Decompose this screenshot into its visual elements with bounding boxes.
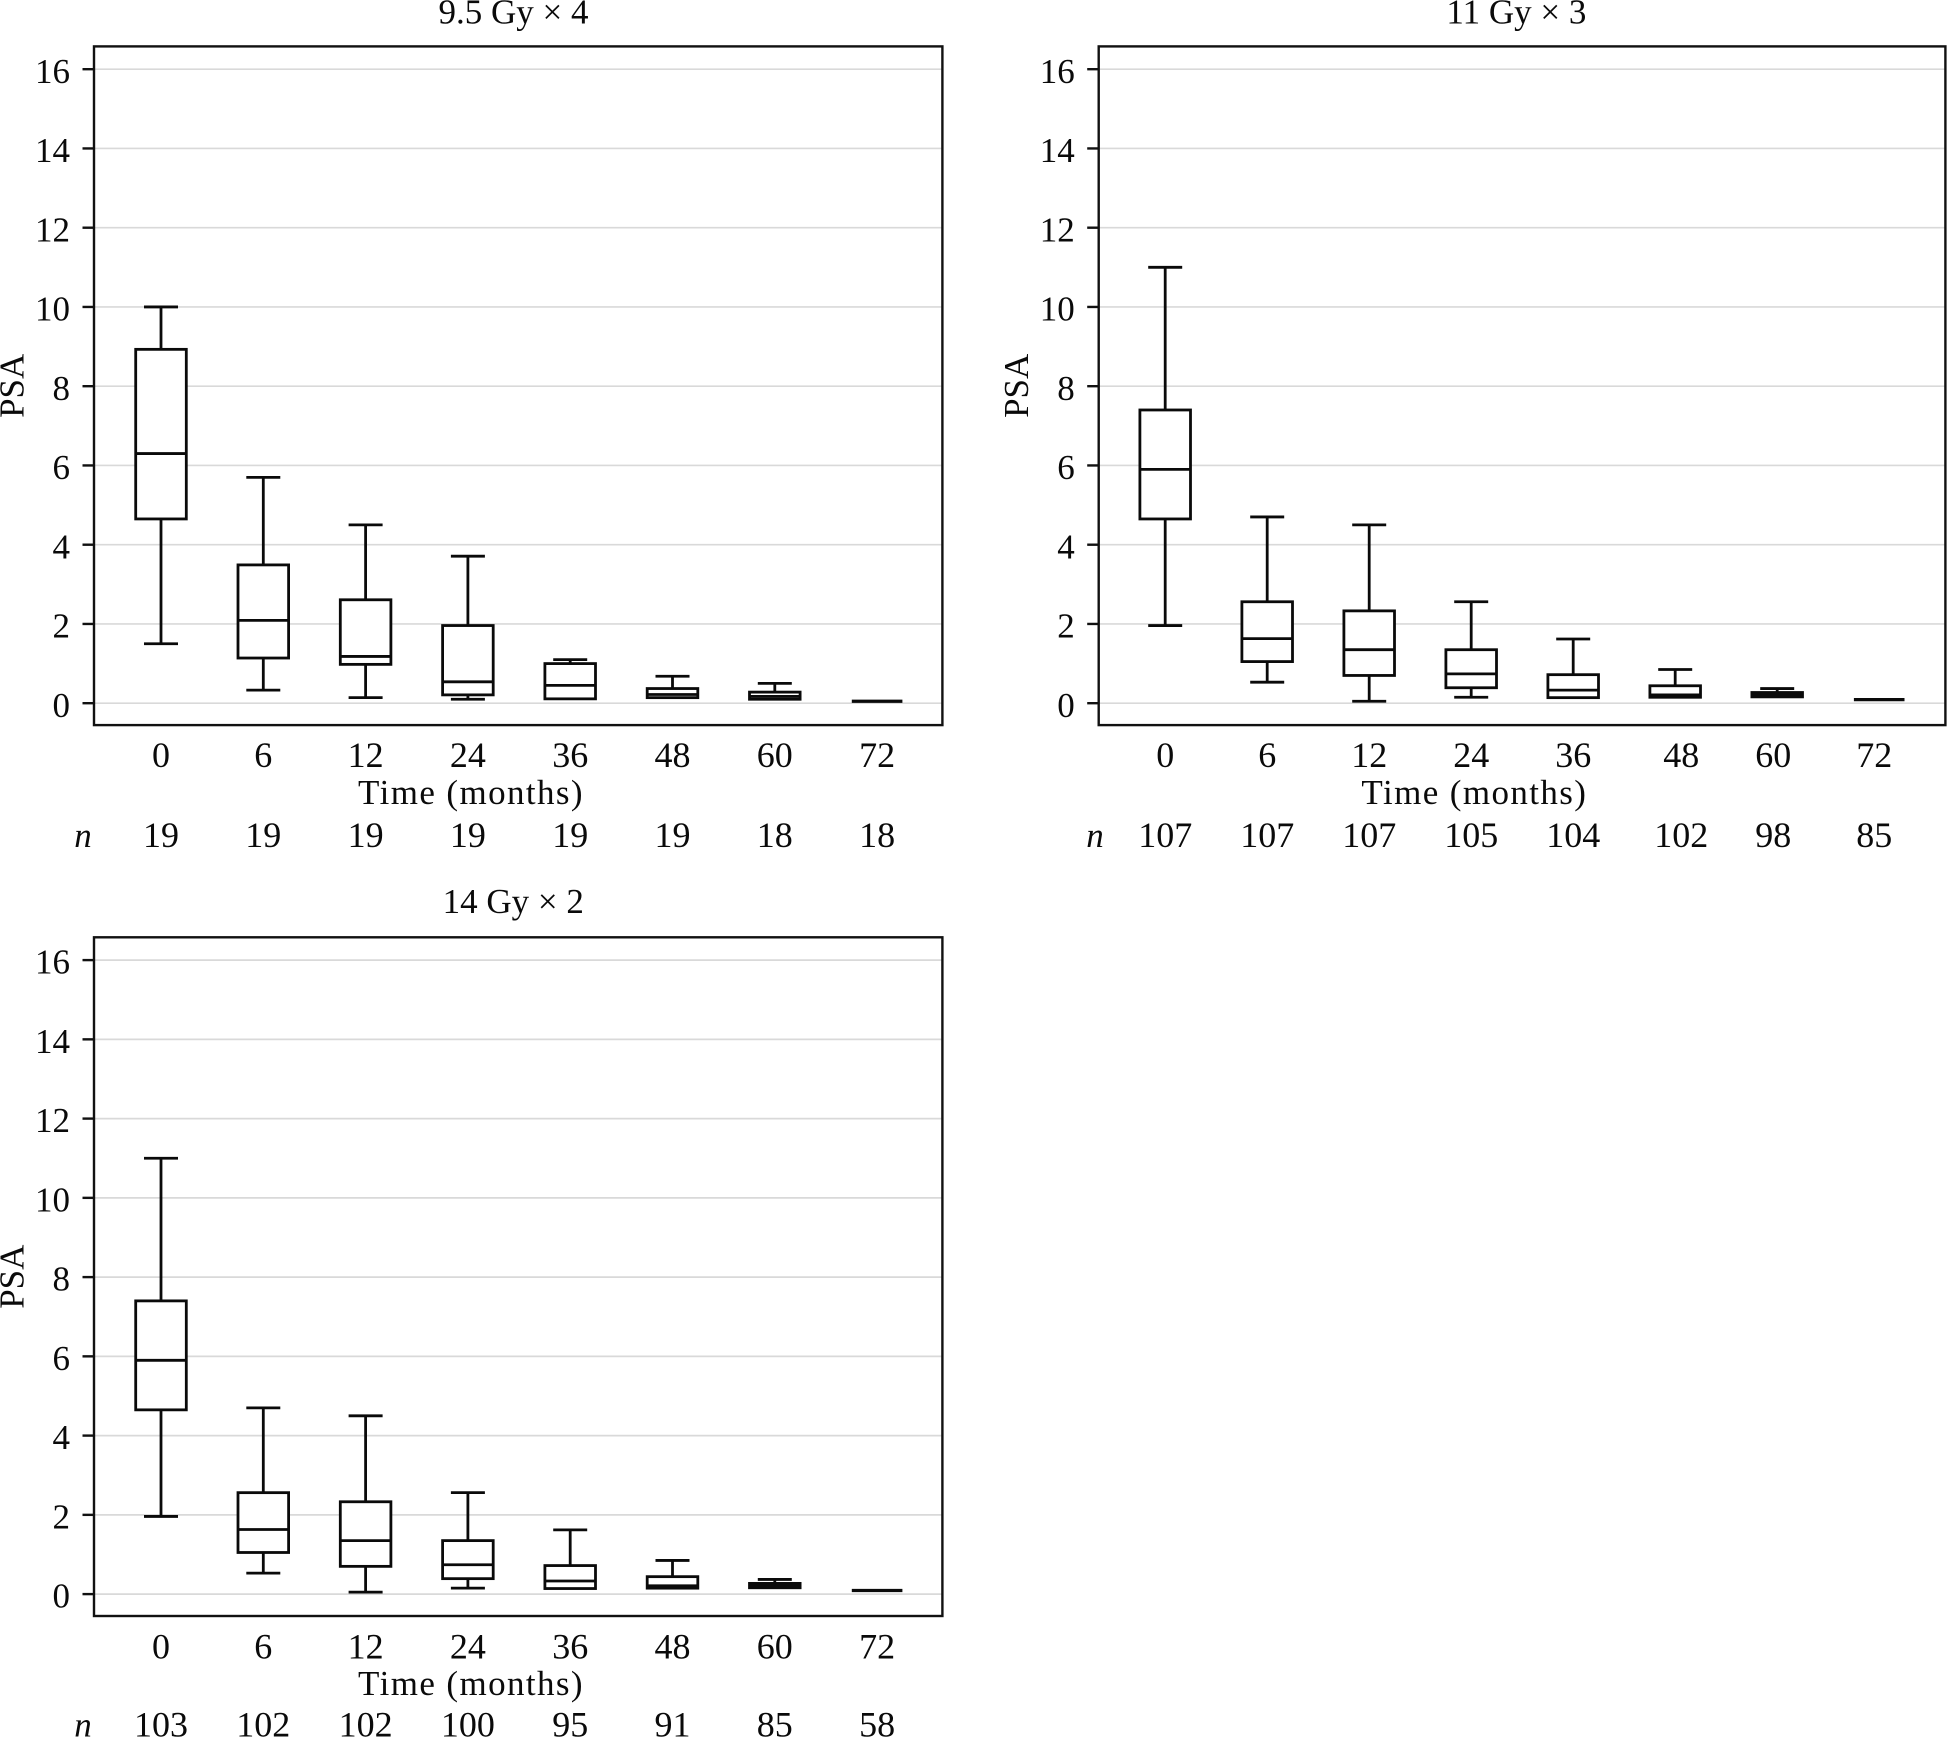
svg-text:n: n	[74, 1706, 92, 1737]
svg-text:10: 10	[35, 290, 70, 329]
svg-text:4: 4	[1057, 527, 1075, 566]
svg-text:12: 12	[1040, 210, 1075, 249]
svg-text:107: 107	[1342, 815, 1396, 855]
svg-text:85: 85	[757, 1705, 793, 1737]
svg-text:48: 48	[1663, 735, 1699, 775]
svg-text:102: 102	[339, 1705, 393, 1737]
svg-text:8: 8	[53, 369, 71, 408]
svg-text:24: 24	[450, 1626, 486, 1666]
svg-text:12: 12	[35, 210, 70, 249]
svg-text:100: 100	[441, 1705, 495, 1737]
svg-text:16: 16	[35, 52, 70, 91]
svg-text:19: 19	[552, 815, 588, 855]
svg-text:36: 36	[1555, 735, 1591, 775]
svg-text:0: 0	[53, 686, 71, 725]
svg-text:PSA: PSA	[997, 353, 1036, 418]
svg-text:8: 8	[1057, 369, 1075, 408]
svg-text:58: 58	[859, 1705, 895, 1737]
svg-text:18: 18	[757, 815, 793, 855]
svg-text:60: 60	[757, 1626, 793, 1666]
svg-text:98: 98	[1755, 815, 1791, 855]
svg-text:Time (months): Time (months)	[358, 773, 584, 812]
svg-text:10: 10	[35, 1180, 70, 1219]
svg-text:102: 102	[236, 1705, 290, 1737]
svg-text:12: 12	[348, 735, 384, 775]
svg-text:14: 14	[1040, 131, 1075, 170]
svg-text:Time (months): Time (months)	[1361, 773, 1587, 812]
svg-text:4: 4	[53, 527, 71, 566]
svg-text:60: 60	[757, 735, 793, 775]
svg-text:12: 12	[348, 1626, 384, 1666]
svg-text:103: 103	[134, 1705, 188, 1737]
svg-text:19: 19	[143, 815, 179, 855]
svg-text:0: 0	[1057, 686, 1075, 725]
svg-text:0: 0	[152, 735, 170, 775]
svg-text:107: 107	[1138, 815, 1192, 855]
svg-text:n: n	[1086, 816, 1104, 855]
svg-text:19: 19	[655, 815, 691, 855]
svg-text:0: 0	[152, 1626, 170, 1666]
svg-text:18: 18	[859, 815, 895, 855]
svg-text:6: 6	[1057, 448, 1075, 487]
svg-text:12: 12	[35, 1101, 70, 1140]
svg-text:14: 14	[35, 131, 70, 170]
svg-text:14 Gy × 2: 14 Gy × 2	[443, 882, 584, 921]
svg-text:10: 10	[1040, 290, 1075, 329]
svg-text:6: 6	[254, 1626, 272, 1666]
svg-text:19: 19	[245, 815, 281, 855]
svg-text:2: 2	[1057, 607, 1075, 646]
svg-text:6: 6	[254, 735, 272, 775]
svg-text:85: 85	[1856, 815, 1892, 855]
svg-text:107: 107	[1240, 815, 1294, 855]
svg-text:Time (months): Time (months)	[358, 1664, 584, 1703]
svg-text:72: 72	[859, 1626, 895, 1666]
svg-text:16: 16	[35, 943, 70, 982]
svg-text:19: 19	[450, 815, 486, 855]
svg-text:14: 14	[35, 1022, 70, 1061]
svg-text:60: 60	[1755, 735, 1791, 775]
svg-text:11 Gy × 3: 11 Gy × 3	[1446, 0, 1586, 32]
svg-text:72: 72	[1856, 735, 1892, 775]
svg-text:104: 104	[1546, 815, 1600, 855]
svg-text:95: 95	[552, 1705, 588, 1737]
svg-text:24: 24	[1453, 735, 1489, 775]
svg-text:PSA: PSA	[0, 1244, 31, 1309]
svg-text:0: 0	[53, 1577, 71, 1616]
svg-text:72: 72	[859, 735, 895, 775]
svg-text:2: 2	[53, 1497, 71, 1536]
svg-text:12: 12	[1351, 735, 1387, 775]
svg-text:48: 48	[655, 735, 691, 775]
svg-text:9.5 Gy × 4: 9.5 Gy × 4	[438, 0, 588, 32]
svg-text:36: 36	[552, 735, 588, 775]
svg-text:6: 6	[53, 448, 71, 487]
svg-text:36: 36	[552, 1626, 588, 1666]
svg-text:48: 48	[655, 1626, 691, 1666]
svg-text:24: 24	[450, 735, 486, 775]
svg-text:16: 16	[1040, 52, 1075, 91]
svg-text:0: 0	[1156, 735, 1174, 775]
svg-text:6: 6	[53, 1339, 71, 1378]
svg-text:8: 8	[53, 1260, 71, 1299]
svg-text:19: 19	[348, 815, 384, 855]
svg-text:4: 4	[53, 1418, 71, 1457]
svg-text:102: 102	[1654, 815, 1708, 855]
svg-text:6: 6	[1258, 735, 1276, 775]
svg-text:91: 91	[655, 1705, 691, 1737]
svg-text:PSA: PSA	[0, 353, 31, 418]
svg-text:2: 2	[53, 607, 71, 646]
svg-text:105: 105	[1444, 815, 1498, 855]
svg-text:n: n	[74, 816, 92, 855]
